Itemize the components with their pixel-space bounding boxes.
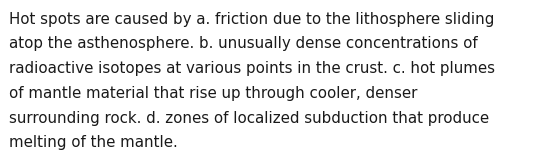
Text: radioactive isotopes at various points in the crust. c. hot plumes: radioactive isotopes at various points i…	[9, 61, 495, 76]
Text: surrounding rock. d. zones of localized subduction that produce: surrounding rock. d. zones of localized …	[9, 111, 489, 126]
Text: melting of the mantle.: melting of the mantle.	[9, 135, 177, 150]
Text: of mantle material that rise up through cooler, denser: of mantle material that rise up through …	[9, 86, 417, 101]
Text: Hot spots are caused by a. friction due to the lithosphere sliding: Hot spots are caused by a. friction due …	[9, 12, 494, 27]
Text: atop the asthenosphere. b. unusually dense concentrations of: atop the asthenosphere. b. unusually den…	[9, 36, 478, 51]
